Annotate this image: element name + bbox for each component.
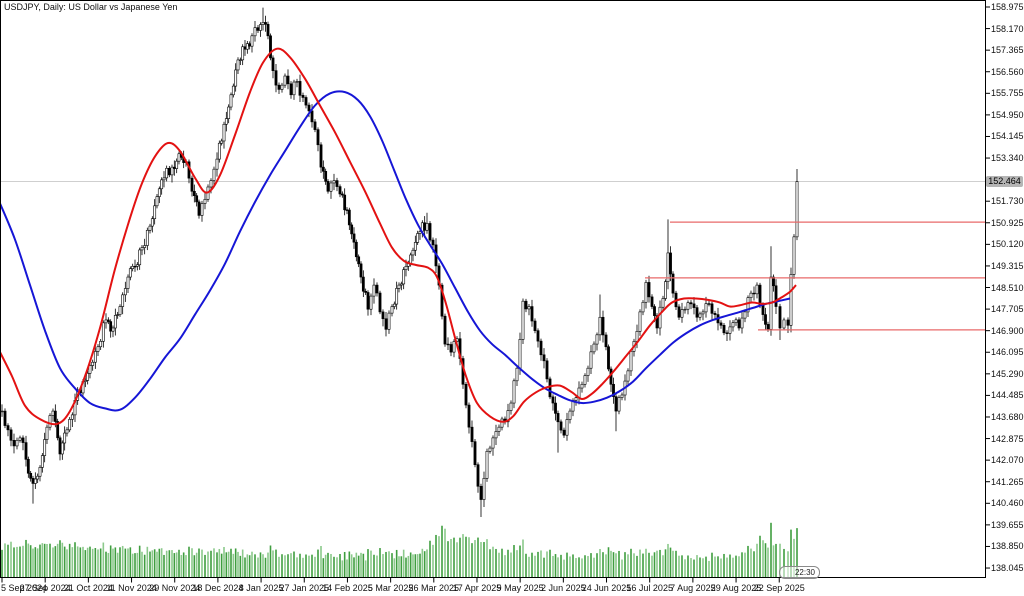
price-axis-label: 145.290 [991,368,1024,379]
date-axis-label: 26 Mar 2025 [408,583,460,593]
price-axis-label: 158.170 [991,23,1024,34]
resistance-lines[interactable] [645,221,985,331]
date-axis-label: 29 Aug 2025 [710,583,762,593]
date-axis-label: 14 Feb 2025 [322,583,373,593]
current-price-box: 152.464 [986,176,1023,188]
price-axis-label: 142.070 [991,455,1024,466]
price-axis-label: 148.510 [991,282,1024,293]
date-axis-label: 2 Jun 2025 [541,583,586,593]
price-axis-label: 153.340 [991,153,1024,164]
bar-countdown: 22:30 [779,566,820,579]
price-axis-label: 142.875 [991,433,1024,444]
date-axis-label: 27 Jan 2025 [279,583,330,593]
date-axis-label: 21 Oct 2024 [63,583,113,593]
date-axis-label: 29 Nov 2024 [149,583,201,593]
price-axis-label: 146.095 [991,347,1024,358]
price-axis-label: 144.485 [991,390,1024,401]
price-axis-label: 154.145 [991,131,1024,142]
price-axis-label: 138.045 [991,563,1024,574]
price-axis-label: 155.755 [991,88,1024,99]
ma-fast-line [0,47,797,426]
price-axis-label: 149.315 [991,260,1024,271]
candlesticks [0,7,799,517]
price-axis-label: 150.925 [991,217,1024,228]
date-axis-label: 24 Jun 2025 [581,583,632,593]
price-axis-label: 156.560 [991,66,1024,77]
date-axis-label: 8 Jan 2025 [238,583,284,593]
chart-title: USDJPY, Daily: US Dollar vs Japanese Yen [4,2,178,12]
price-axis-label: 141.265 [991,476,1024,487]
date-axis-label: 7 Aug 2025 [670,583,716,593]
date-axis-label: 18 Dec 2024 [192,583,244,593]
date-axis-label: 5 Sep 2024 [1,583,48,593]
date-axis-label: 17 Apr 2025 [452,583,502,593]
price-axis-label: 154.950 [991,109,1024,120]
price-axis-label: 143.680 [991,411,1024,422]
volume-bars [1,522,798,577]
price-axis-label: 138.850 [991,541,1024,552]
axis-ticks [1,6,990,583]
price-axis-label: 157.365 [991,45,1024,56]
price-axis-label: 150.120 [991,239,1024,250]
date-axis-label: 16 Jul 2025 [626,583,673,593]
date-axis-label: 9 May 2025 [496,583,544,593]
date-axis-label: 22 Sep 2025 [753,583,805,593]
ma-slow-line [0,90,791,412]
price-axis-label: 140.460 [991,498,1024,509]
date-axis-label: 27 Sep 2024 [19,583,71,593]
plot-frame [0,0,986,578]
price-axis-label: 151.730 [991,196,1024,207]
date-axis-label: 5 Mar 2025 [367,583,414,593]
date-axis-label: 11 Nov 2024 [106,583,157,593]
price-axis-label: 146.900 [991,325,1024,336]
price-axis-label: 139.655 [991,519,1024,530]
price-axis-label: 158.975 [991,2,1024,12]
price-axis-label: 147.705 [991,304,1024,315]
